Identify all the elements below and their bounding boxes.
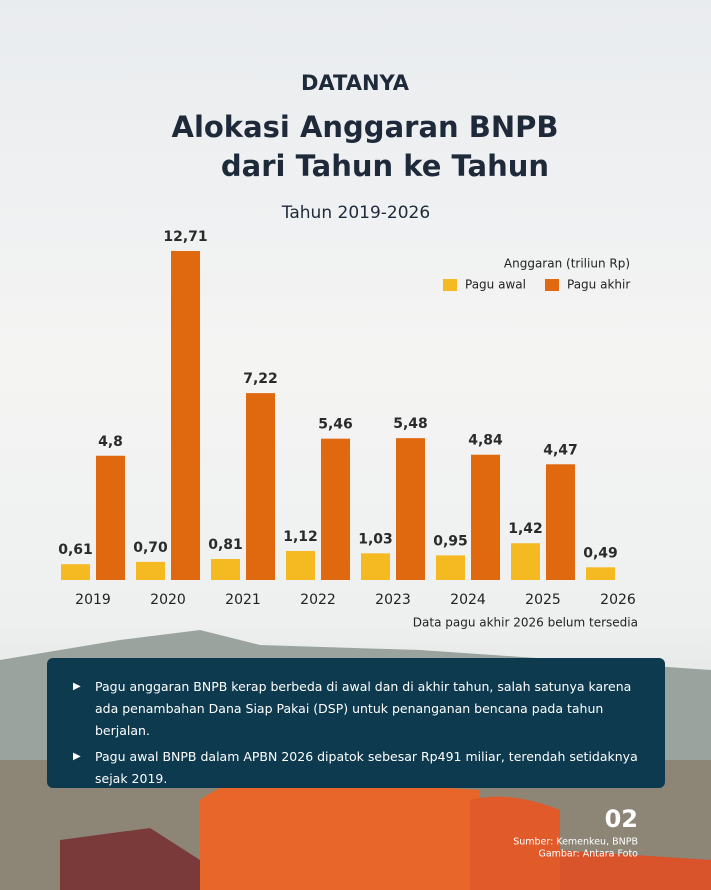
bar (96, 455, 125, 580)
legend-label: Pagu awal (465, 278, 526, 292)
value-label: 7,22 (243, 371, 278, 387)
value-label: 4,84 (468, 433, 503, 449)
bar (396, 438, 425, 580)
bar (586, 567, 615, 580)
legend-title: Anggaran (triliun Rp) (504, 257, 630, 271)
kicker: DATANYA (301, 71, 410, 95)
subtitle: Tahun 2019-2026 (281, 203, 430, 223)
value-label: 0,95 (433, 533, 468, 549)
value-label: 1,12 (283, 529, 318, 545)
bar (171, 251, 200, 580)
tent (60, 828, 200, 890)
value-label: 12,71 (163, 229, 207, 245)
chart-note: Data pagu akhir 2026 belum tersedia (413, 616, 638, 630)
tent (200, 776, 480, 890)
bar (436, 555, 465, 580)
x-tick-label: 2022 (300, 592, 336, 608)
x-tick-label: 2026 (600, 592, 636, 608)
bar (361, 553, 390, 580)
x-tick-label: 2021 (225, 592, 261, 608)
chart-title: dari Tahun ke Tahun (221, 149, 549, 183)
tent (560, 850, 711, 890)
bar (136, 561, 165, 580)
value-label: 4,47 (543, 442, 578, 458)
x-tick-label: 2020 (150, 592, 186, 608)
legend-swatch (545, 279, 559, 291)
bar (61, 564, 90, 580)
note: Pagu anggaran BNPB kerap berbeda di awal… (73, 676, 641, 742)
value-label: 5,48 (393, 416, 428, 432)
value-label: 0,81 (208, 537, 243, 553)
value-label: 0,70 (133, 540, 168, 556)
x-tick-label: 2019 (75, 592, 111, 608)
x-tick-label: 2025 (525, 592, 561, 608)
value-label: 1,42 (508, 521, 543, 537)
bar (511, 543, 540, 580)
tent (470, 796, 560, 890)
value-label: 0,49 (583, 545, 618, 561)
note: Pagu awal BNPB dalam APBN 2026 dipatok s… (73, 746, 641, 790)
value-label: 0,61 (58, 542, 93, 558)
value-label: 5,46 (318, 417, 353, 433)
x-tick-label: 2024 (450, 592, 486, 608)
value-label: 4,8 (98, 434, 123, 450)
image-credit: Gambar: Antara Foto (538, 849, 638, 860)
legend-swatch (443, 279, 457, 291)
bar (286, 551, 315, 580)
value-label: 1,03 (358, 531, 393, 547)
bar (321, 438, 350, 580)
legend-label: Pagu akhir (567, 278, 630, 292)
notes-panel: Pagu anggaran BNPB kerap berbeda di awal… (47, 658, 665, 788)
source: Sumber: Kemenkeu, BNPB (513, 837, 638, 848)
x-tick-label: 2023 (375, 592, 411, 608)
bar (211, 559, 240, 580)
bar (246, 393, 275, 580)
chart-title: Alokasi Anggaran BNPB (172, 110, 559, 144)
page-number: 02 (605, 805, 638, 833)
bar (546, 464, 575, 580)
bar (471, 454, 500, 580)
